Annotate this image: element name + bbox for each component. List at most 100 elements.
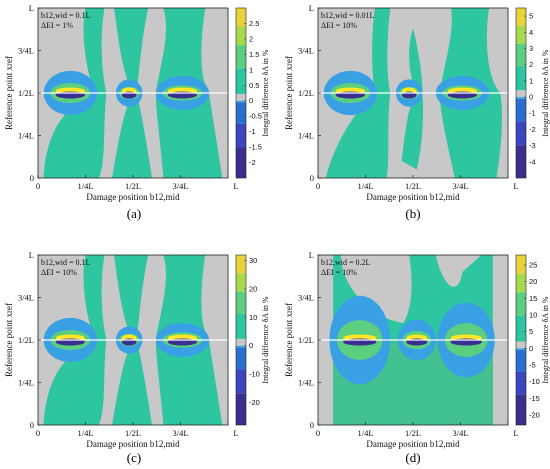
colorbar-tick-label: 30 — [249, 256, 257, 265]
colorbar-tick-label: -15 — [529, 394, 540, 403]
colorbar-tick-label: 0 — [249, 341, 253, 350]
colorbar-tick-label: -10 — [249, 370, 260, 379]
colorbar-segment — [516, 8, 526, 26]
x-tick-label: L — [233, 181, 238, 191]
y-tick-label: 0 — [30, 420, 34, 430]
y-tick-label: 3/4L — [18, 46, 34, 56]
colorbar-segment — [236, 100, 246, 103]
contour-region-left — [43, 255, 107, 425]
colorbar-tick-label: 2 — [249, 34, 253, 43]
plot-body — [318, 8, 508, 178]
colorbar-label: Integral difference δA in % — [541, 296, 550, 383]
colorbar-tick-label: -2 — [249, 158, 256, 167]
x-tick-label: 1/4L — [357, 428, 373, 438]
colorbar-segment — [516, 371, 526, 395]
panel-annotation: b12,wid = 0.1L — [41, 11, 91, 20]
chart-panel-4: 0 1/4L 1/2L 3/4L L 0 1/4L 1/2L 3/4L L Damage posit… — [284, 250, 550, 465]
colorbar-tick-label: 0 — [249, 96, 253, 105]
colorbar-tick-label: 1 — [249, 65, 253, 74]
colorbar-tick-label: -1.5 — [249, 143, 262, 152]
colorbar-tick-label: 0.5 — [249, 81, 259, 90]
colorbar-tick-label: -20 — [249, 398, 260, 407]
colorbar-segment — [516, 273, 526, 293]
colorbar-tick-label: 4 — [529, 28, 533, 37]
x-tick-label: L — [513, 181, 518, 191]
plot-body — [318, 255, 508, 425]
y-axis-label: Reference point xref — [4, 56, 14, 130]
colorbar-tick-label: -4 — [529, 157, 536, 166]
colorbar-tick-label: -0.5 — [249, 112, 262, 121]
x-tick-label: 0 — [316, 181, 320, 191]
x-tick-label: 0 — [36, 181, 40, 191]
colorbar-segment — [516, 315, 526, 342]
colorbar-tick-label: 15 — [529, 294, 537, 303]
colorbar-segment — [516, 341, 526, 349]
y-axis-label: Reference point xref — [284, 56, 294, 130]
x-tick-label: 1/4L — [357, 181, 373, 191]
colorbar-segment — [236, 313, 246, 339]
x-axis-label: Damage position b12,mid — [86, 192, 180, 202]
chart-panel-1: 0 1/4L 1/2L 3/4L L 0 1/4L 1/2L 3/4L L Damage posit… — [4, 3, 270, 221]
colorbar: 2.5 2 1.5 1 0.5 0 -0.5 -1 -1.5 -2 Integral differe… — [235, 7, 270, 179]
colorbar-frame — [235, 254, 247, 426]
contour-region-left — [43, 8, 107, 178]
colorbar-tick-label: -1 — [249, 127, 256, 136]
panel-annotation: ΔEI = 1% — [41, 21, 73, 30]
colorbar-segment — [516, 348, 526, 351]
colorbar-tick-label: 5 — [529, 327, 533, 336]
colorbar-segment — [236, 393, 246, 425]
colorbar-tick-label: 5 — [529, 12, 533, 21]
y-tick-label: 1/4L — [18, 378, 34, 388]
x-tick-label: 1/2L — [125, 428, 141, 438]
colorbar-segment — [236, 147, 246, 178]
colorbar-segment — [236, 8, 246, 27]
colorbar: 30 20 10 0 -10 -20 Integral difference δA in % — [235, 254, 270, 426]
colorbar: 25 20 15 10 5 0 -5 -10 -15 -20 Integral difference… — [515, 254, 550, 426]
y-tick-label: L — [309, 3, 314, 13]
colorbar-segment — [516, 43, 526, 66]
colorbar-segment — [516, 97, 526, 99]
colorbar-segment — [516, 121, 526, 146]
colorbar-segment — [236, 255, 246, 274]
colorbar-segment — [236, 369, 246, 394]
colorbar-tick-label: 20 — [529, 277, 537, 286]
y-tick-label: 1/4L — [298, 378, 314, 388]
colorbar-tick-label: 2 — [529, 60, 533, 69]
colorbar-segment — [236, 26, 246, 46]
colorbar-segment — [236, 102, 246, 124]
contour-region-left — [325, 8, 391, 178]
colorbar-tick-label: -1 — [529, 109, 536, 118]
colorbar-segment — [516, 255, 526, 274]
colorbar-tick-label: 1 — [529, 76, 533, 85]
plot-body — [38, 8, 228, 178]
x-tick-label: 1/2L — [405, 428, 421, 438]
colorbar-segment — [516, 25, 526, 44]
colorbar-segment — [516, 394, 526, 425]
colorbar-segment — [236, 45, 246, 69]
colorbar-segment — [236, 93, 246, 101]
colorbar-segment — [516, 350, 526, 372]
colorbar-segment — [236, 291, 246, 314]
colorbar-frame — [235, 7, 247, 179]
colorbar-tick-label: 20 — [249, 285, 257, 294]
panel-annotation: ΔEI = 10% — [321, 21, 357, 30]
y-tick-label: 1/4L — [18, 131, 34, 141]
colorbar-segment — [516, 292, 526, 316]
y-tick-label: 1/2L — [18, 335, 34, 345]
y-tick-label: 0 — [310, 173, 314, 183]
x-tick-label: 1/4L — [77, 428, 93, 438]
panel-label: (b) — [405, 206, 420, 221]
colorbar-label: Integral difference δA in % — [261, 49, 270, 136]
x-tick-label: 3/4L — [172, 428, 188, 438]
y-tick-label: 1/4L — [298, 131, 314, 141]
colorbar-segment — [516, 90, 526, 98]
colorbar-label: Integral difference δA in % — [261, 296, 270, 383]
colorbar-segment — [516, 98, 526, 122]
contour-region-center — [112, 8, 152, 178]
y-tick-label: 1/2L — [298, 335, 314, 345]
y-tick-label: 3/4L — [18, 293, 34, 303]
panel-label: (a) — [127, 206, 141, 221]
x-axis-label: Damage position b12,mid — [86, 439, 180, 449]
colorbar-tick-label: 0 — [529, 93, 533, 102]
